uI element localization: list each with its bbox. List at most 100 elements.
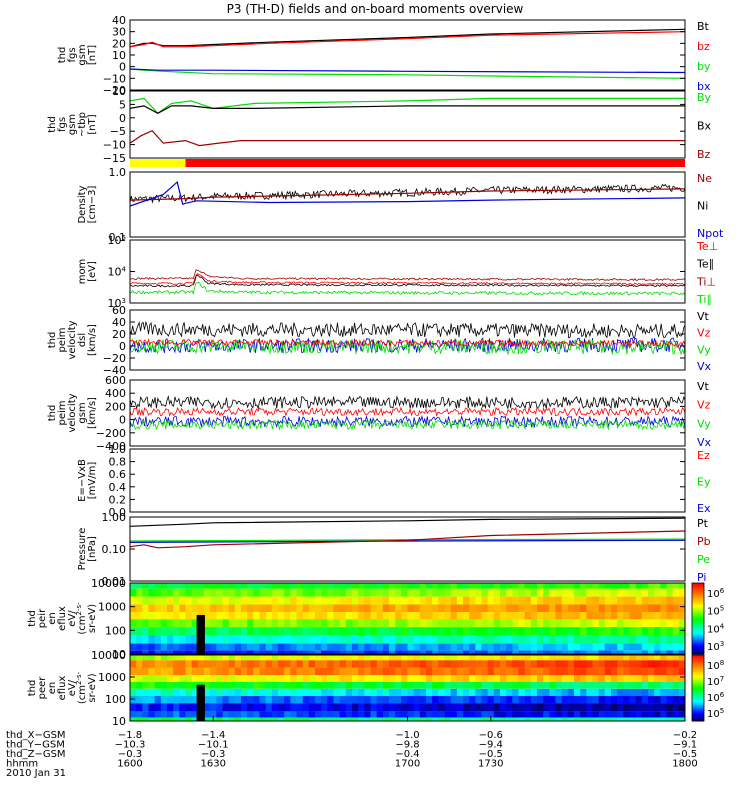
- peer-cell: [364, 660, 372, 668]
- peer-colorbar-band: [692, 673, 704, 676]
- peir-cell: [204, 588, 211, 597]
- peir-cell: [290, 643, 298, 651]
- peer-cell: [678, 703, 685, 712]
- peir-cell: [580, 583, 587, 589]
- peir-cell: [524, 643, 532, 651]
- peer-cell: [191, 703, 199, 712]
- peir-cell: [586, 650, 594, 654]
- peer-cell: [290, 703, 298, 712]
- peir-cell: [154, 604, 162, 612]
- peir-cell: [561, 643, 569, 651]
- peir-cell: [160, 588, 168, 597]
- peer-cell: [265, 660, 273, 668]
- peir-cell: [623, 643, 631, 651]
- peer-cell: [321, 711, 328, 718]
- peir-cell: [500, 635, 507, 644]
- peer-cell: [130, 675, 137, 682]
- peir-cell: [518, 650, 526, 654]
- peir-cell: [678, 596, 685, 605]
- peer-cell: [167, 681, 174, 689]
- peir-cell: [611, 619, 618, 627]
- peer-cell: [197, 655, 205, 661]
- peir-cell: [493, 635, 501, 644]
- peir-cell: [333, 588, 341, 597]
- vel_dsl-ytick-label: 0: [119, 340, 126, 353]
- peer-cell: [210, 675, 217, 682]
- peer-colorbar-band: [692, 660, 704, 663]
- peir-cell: [407, 612, 415, 620]
- peir-cell: [148, 643, 156, 651]
- peir-cell: [463, 619, 470, 627]
- peer-cell: [611, 688, 618, 696]
- peer-cell: [210, 696, 217, 704]
- peer-cell: [130, 696, 137, 704]
- peir-cell: [247, 643, 254, 651]
- peir-cell: [586, 643, 594, 651]
- status-bar-segment: [130, 159, 186, 167]
- peir-cell: [475, 650, 483, 654]
- peir-cell: [364, 643, 372, 651]
- peer-cell: [506, 688, 513, 696]
- peir-cell: [611, 583, 618, 589]
- peir-cell: [401, 612, 409, 620]
- peer-cell: [308, 696, 316, 704]
- peir-cell: [389, 627, 396, 635]
- peer-cell: [672, 660, 680, 668]
- peer-cell: [561, 660, 569, 668]
- peir-cell: [179, 596, 187, 605]
- peir-cell: [142, 643, 150, 651]
- peir-cell: [265, 583, 273, 589]
- peer-cell: [333, 660, 341, 668]
- pressure-series-Pi: [130, 539, 685, 544]
- peir-cell: [475, 583, 483, 589]
- peir-cell: [142, 619, 150, 627]
- temp-ylabel-line: mom: [77, 259, 88, 285]
- vel_dsl-ytick-label: −20: [103, 352, 126, 365]
- peer-cell: [136, 703, 143, 712]
- peer-cell: [315, 655, 322, 661]
- peir-cell: [666, 650, 674, 654]
- pressure-ytick-label: 0.01: [102, 575, 127, 588]
- peir-cell: [265, 619, 273, 627]
- efield-ylabel-line: [mV/m]: [87, 462, 98, 500]
- peir-cell: [518, 612, 526, 620]
- peir-cell: [537, 588, 544, 597]
- peer-cell: [543, 660, 550, 668]
- peer-cell: [389, 696, 396, 704]
- peer-cell: [401, 717, 409, 721]
- peir-cell: [648, 612, 655, 620]
- peer-cell: [524, 675, 532, 682]
- peer-cell: [493, 681, 501, 689]
- peer-cell: [463, 681, 470, 689]
- peir-cell: [543, 583, 550, 589]
- peir-cell: [413, 627, 421, 635]
- peer-cell: [321, 717, 328, 721]
- temp-ytick-label: 103: [108, 297, 126, 310]
- peer-cell: [481, 711, 489, 718]
- peer-cell: [364, 681, 372, 689]
- peir-cell: [321, 583, 328, 589]
- peer-cell: [234, 655, 242, 661]
- peir-cell: [395, 612, 402, 620]
- peir-cell: [352, 619, 359, 627]
- peer-cell: [271, 696, 279, 704]
- peer-cell: [450, 667, 458, 675]
- peer-cell: [648, 655, 655, 661]
- peir-cell: [333, 612, 341, 620]
- peer-cell: [228, 717, 236, 721]
- peir-cell: [567, 627, 575, 635]
- peir-cell: [561, 650, 569, 654]
- peer-cell: [512, 703, 520, 712]
- peer-cell: [358, 660, 365, 668]
- fgs_tbp-ylabel-line: ~tbp: [77, 112, 88, 137]
- x-axis-value: −0.5: [673, 749, 697, 760]
- peir-cell: [382, 612, 390, 620]
- peer-cell: [444, 711, 452, 718]
- peer-cell: [333, 696, 341, 704]
- peir-cell: [395, 650, 402, 654]
- peer-cell: [327, 681, 335, 689]
- peir-cell: [604, 583, 612, 589]
- peer-cell: [543, 675, 550, 682]
- peir-cell: [629, 627, 637, 635]
- peer-cell: [432, 717, 439, 721]
